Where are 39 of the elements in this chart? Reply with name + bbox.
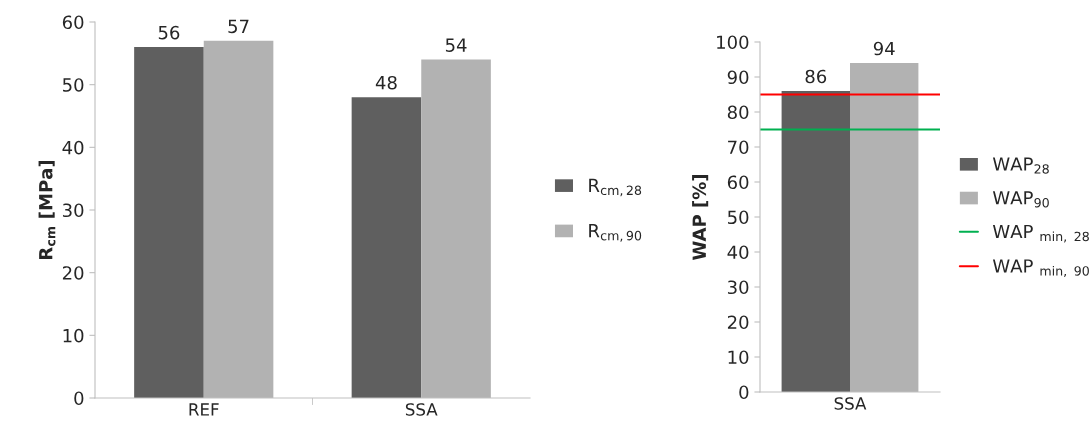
bar bbox=[203, 40, 274, 398]
y-tick-label: 60 bbox=[727, 175, 749, 190]
y-tick-label: 60 bbox=[62, 15, 84, 30]
y-tick-label: 30 bbox=[727, 280, 749, 295]
legend-label: WAP $_{min, 90}$ bbox=[992, 259, 1089, 277]
y-tick-label: 50 bbox=[728, 210, 749, 225]
x-tick-label: SSA bbox=[405, 403, 438, 416]
y-tick-label: 90 bbox=[727, 70, 749, 85]
y-axis-title: R$_{cm}$ [MPa] bbox=[38, 160, 56, 260]
y-tick-label: 70 bbox=[728, 140, 749, 155]
bar bbox=[134, 47, 204, 398]
data-label: 48 bbox=[375, 75, 397, 90]
y-tick-label: 30 bbox=[62, 203, 84, 218]
y-tick-label: 10 bbox=[63, 328, 84, 343]
data-label: 94 bbox=[873, 41, 895, 56]
y-tick-label: 10 bbox=[728, 350, 749, 365]
bar bbox=[421, 59, 491, 398]
x-tick-label: REF bbox=[189, 403, 219, 416]
y-tick-label: 50 bbox=[63, 78, 84, 92]
x-tick-label: SSA bbox=[834, 397, 867, 410]
data-label: 56 bbox=[158, 25, 180, 40]
y-tick-label: 40 bbox=[727, 245, 749, 260]
data-label: 57 bbox=[228, 19, 249, 34]
legend-label: WAP $_{min, 28}$ bbox=[992, 224, 1089, 243]
y-tick-label: 40 bbox=[62, 140, 84, 155]
data-label: 54 bbox=[445, 38, 467, 52]
bar bbox=[351, 97, 422, 398]
y-tick-label: 100 bbox=[717, 35, 749, 50]
legend-label: WAP$_{28}$ bbox=[992, 157, 1049, 174]
y-axis-title: WAP [%] bbox=[692, 174, 709, 261]
legend-label: WAP$_{90}$ bbox=[992, 191, 1049, 208]
y-tick-label: 20 bbox=[62, 266, 84, 280]
y-tick-label: 80 bbox=[727, 105, 749, 120]
data-label: 86 bbox=[805, 69, 827, 84]
y-tick-label: 0 bbox=[74, 391, 84, 406]
y-tick-label: 20 bbox=[727, 315, 749, 330]
legend-label: R$_{cm,90}$ bbox=[589, 224, 642, 242]
y-tick-label: 0 bbox=[739, 385, 749, 400]
legend-label: R$_{cm,28}$ bbox=[589, 178, 642, 197]
